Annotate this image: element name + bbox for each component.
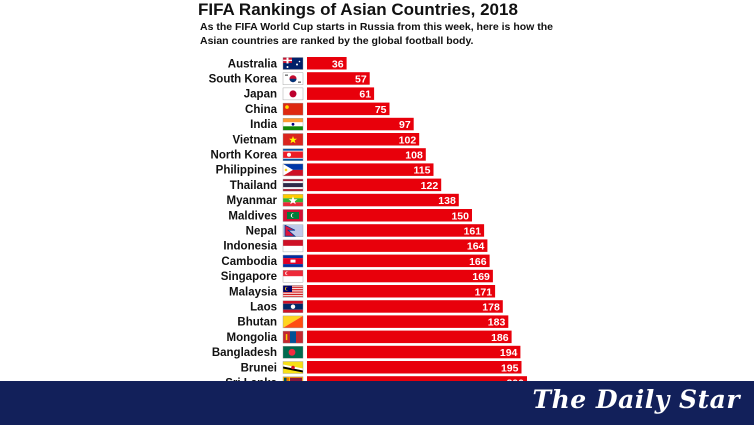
bar-value-label: 166 <box>469 256 487 268</box>
bar <box>307 376 527 381</box>
bar-value-label: 102 <box>399 134 417 146</box>
bar <box>307 239 488 252</box>
bar-value-label: 75 <box>375 104 387 116</box>
category-label: Singapore <box>221 271 277 283</box>
bar-chart: Australia 36 South Korea 57 Japan 61 China 75 In… <box>209 57 527 381</box>
bar-value-label: 161 <box>464 225 482 237</box>
bar <box>307 254 490 268</box>
category-label: Indonesia <box>223 241 277 253</box>
bar-value-label: 115 <box>414 165 431 177</box>
bar-value-label: 186 <box>491 332 509 344</box>
category-label: Bhutan <box>237 317 277 329</box>
category-label: Maldives <box>228 210 277 222</box>
category-label: South Korea <box>209 73 278 85</box>
bar <box>307 315 509 328</box>
brand-logo: The Daily Star <box>532 385 740 414</box>
category-label: Nepal <box>246 225 277 237</box>
flag-thailand-icon <box>282 178 304 192</box>
category-label: Bangladesh <box>212 347 277 359</box>
footer-bar: The Daily Star <box>0 381 754 425</box>
flag-vietnam-icon <box>282 133 304 146</box>
bar-value-label: 171 <box>475 286 493 298</box>
flag-bhutan-icon <box>282 315 304 329</box>
bar-value-label: 108 <box>405 149 423 161</box>
bar <box>307 193 459 207</box>
bar-value-label: 122 <box>421 180 439 192</box>
bar <box>307 133 420 146</box>
flag-laos-icon <box>282 300 304 313</box>
flag-myanmar-icon <box>282 194 304 207</box>
category-label: Australia <box>228 58 278 70</box>
bar <box>307 57 347 70</box>
flag-nepal-icon <box>282 224 304 237</box>
bar <box>307 72 370 85</box>
category-label: Cambodia <box>221 256 277 268</box>
bar <box>307 361 522 374</box>
category-label: Laos <box>250 301 277 313</box>
flag-mongolia-icon <box>282 330 304 344</box>
flag-philippines-icon <box>282 163 304 177</box>
bar-value-label: 178 <box>482 301 500 313</box>
bar <box>307 330 512 344</box>
chart-title: FIFA Rankings of Asian Countries, 2018 <box>198 0 518 19</box>
flag-sri-lanka-icon <box>282 376 304 381</box>
bar-value-label: 183 <box>488 317 506 329</box>
flag-singapore-icon <box>282 270 304 283</box>
category-label: Sri Lanka <box>225 377 277 381</box>
flag-maldives-icon <box>282 209 304 222</box>
bar <box>307 345 521 359</box>
category-label: China <box>245 104 278 116</box>
bar <box>307 178 442 192</box>
bar-value-label: 200 <box>506 377 524 381</box>
flag-japan-icon <box>282 87 304 101</box>
flag-bangladesh-icon <box>282 346 304 359</box>
bar <box>307 269 493 283</box>
bar-value-label: 194 <box>500 347 518 359</box>
bar <box>307 87 375 100</box>
category-label: Myanmar <box>227 195 278 207</box>
bar-value-label: 61 <box>359 89 371 101</box>
flag-cambodia-icon <box>282 254 304 268</box>
bar-value-label: 195 <box>501 362 519 374</box>
category-label: Brunei <box>241 362 277 374</box>
bar-value-label: 138 <box>438 195 456 207</box>
flag-india-icon <box>282 118 304 131</box>
category-label: Malaysia <box>229 286 278 298</box>
bar-value-label: 36 <box>332 58 344 70</box>
flag-indonesia-icon <box>282 239 304 253</box>
bar <box>307 163 434 176</box>
category-label: Vietnam <box>232 134 277 146</box>
flag-south-korea-icon <box>282 72 304 85</box>
chart-subtitle: As the FIFA World Cup starts in Russia f… <box>200 21 553 47</box>
bar <box>307 300 503 313</box>
bar-value-label: 57 <box>355 73 367 85</box>
bar <box>307 117 414 131</box>
flag-north-korea-icon <box>282 148 304 161</box>
bar <box>307 148 426 161</box>
category-label: Japan <box>244 89 277 101</box>
bar <box>307 224 485 237</box>
bar-value-label: 97 <box>399 119 411 131</box>
category-label: Thailand <box>230 180 277 192</box>
bar <box>307 209 472 222</box>
flag-brunei-icon <box>282 361 304 374</box>
bar <box>307 102 390 116</box>
bar <box>307 285 496 298</box>
flag-malaysia-icon <box>282 285 304 298</box>
flag-china-icon <box>282 102 304 116</box>
bar-value-label: 150 <box>451 210 469 222</box>
category-label: Mongolia <box>227 332 278 344</box>
category-label: Philippines <box>216 165 277 177</box>
bar-value-label: 164 <box>467 241 485 253</box>
category-label: India <box>250 119 277 131</box>
category-label: North Korea <box>211 149 278 161</box>
bar-value-label: 169 <box>472 271 490 283</box>
flag-australia-icon <box>282 57 304 70</box>
